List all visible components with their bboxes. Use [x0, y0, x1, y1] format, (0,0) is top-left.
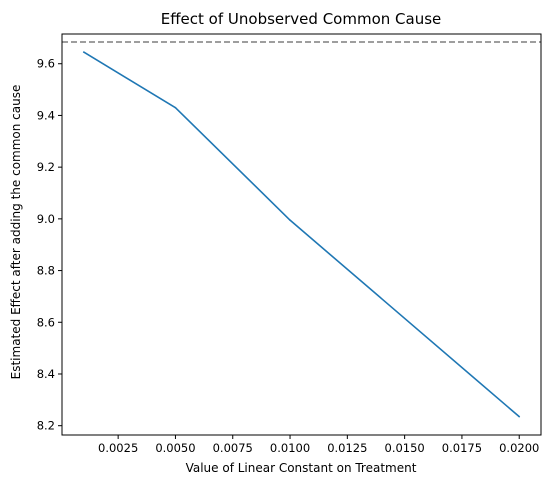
y-tick-label: 9.6: [37, 57, 55, 71]
x-tick-label: 0.0100: [270, 441, 310, 455]
series-layer: [82, 51, 521, 418]
y-tick-label: 8.4: [37, 367, 55, 381]
series-point: [518, 415, 521, 418]
x-tick-label: 0.0150: [385, 441, 425, 455]
x-tick-label: 0.0050: [155, 441, 195, 455]
chart-title: Effect of Unobserved Common Cause: [161, 10, 442, 28]
y-axis-label: Estimated Effect after adding the common…: [9, 85, 23, 380]
x-tick-label: 0.0075: [213, 441, 253, 455]
y-tick-label: 8.6: [37, 315, 55, 329]
series-point: [174, 106, 177, 109]
series-point: [82, 51, 85, 53]
y-axis-ticks: 8.2 8.4 8.6 8.8 9.0 9.2 9.4 9.6: [37, 57, 62, 433]
x-tick-label: 0.0025: [98, 441, 138, 455]
y-tick-label: 9.2: [37, 160, 55, 174]
y-tick-label: 9.4: [37, 108, 55, 122]
series-line: [83, 51, 520, 418]
y-tick-label: 9.0: [37, 212, 55, 226]
plot-area-frame: [61, 33, 542, 436]
x-axis-label: Value of Linear Constant on Treatment: [186, 461, 417, 475]
x-axis-ticks: 0.0025 0.0050 0.0075 0.0100 0.0125 0.0150 0.01…: [98, 435, 539, 455]
x-tick-label: 0.0125: [327, 441, 367, 455]
x-tick-label: 0.0200: [499, 441, 539, 455]
x-tick-label: 0.0175: [442, 441, 482, 455]
series-point: [289, 219, 291, 221]
y-tick-label: 8.8: [37, 264, 55, 278]
y-tick-label: 8.2: [37, 419, 55, 433]
